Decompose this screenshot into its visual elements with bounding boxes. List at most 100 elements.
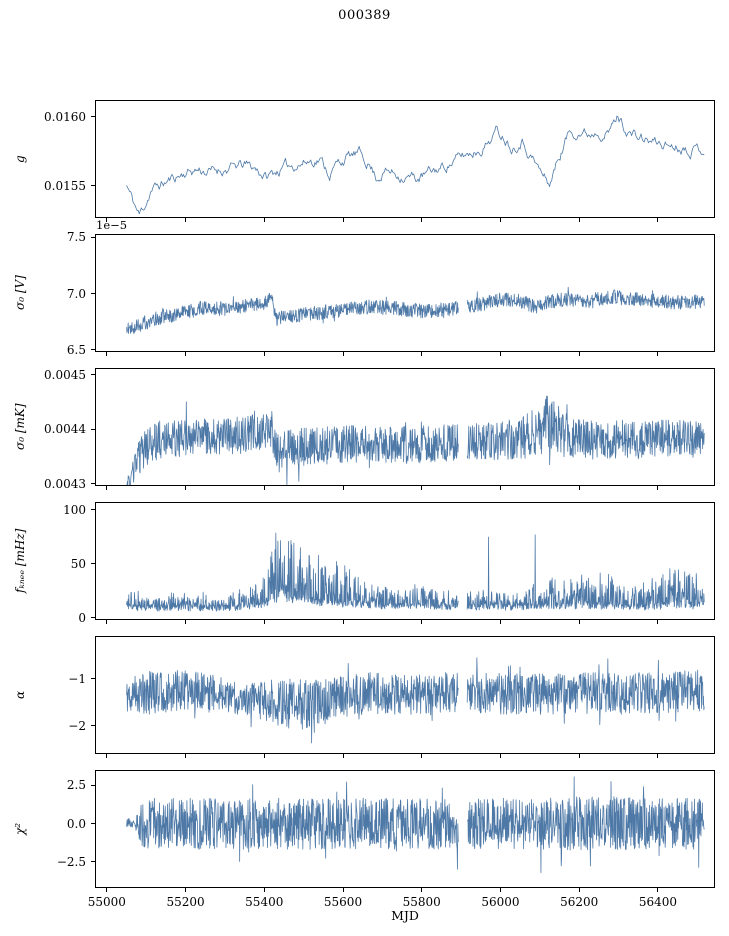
figure-title: 000389 <box>338 8 391 23</box>
x-tick-mark <box>185 620 187 624</box>
y-tick-label: 2.5 <box>66 778 86 793</box>
subplot-g: g 0.0155 0.0160 <box>0 100 729 222</box>
x-tick-mark <box>657 620 659 624</box>
x-tick-label: 55600 <box>323 895 363 909</box>
y-tick-label: 0.0160 <box>44 109 86 124</box>
y-tick-mark <box>91 617 95 619</box>
x-tick-mark <box>657 352 659 356</box>
axes-frame <box>95 636 715 754</box>
x-tick-mark <box>657 754 659 758</box>
x-tick-label: 55400 <box>245 895 284 909</box>
data-line <box>126 286 705 334</box>
x-tick-mark <box>499 620 501 624</box>
subplot-chi2: χ² −2.5 0.0 2.5 55000 55200 55400 55600 55800 56… <box>0 770 729 909</box>
subplot-sigma0-v: σ₀ [V] 6.5 7.0 7.5 1e−5 <box>0 218 729 357</box>
x-tick-mark <box>657 486 659 490</box>
y-tick-label: 100 <box>63 502 86 517</box>
y-tick-label: 0.0044 <box>44 422 86 437</box>
x-tick-mark <box>421 352 423 356</box>
y-tick-mark <box>91 509 95 511</box>
y-tick-mark <box>91 349 95 351</box>
y-tick-label: −2 <box>68 718 86 733</box>
x-tick-mark <box>263 352 265 356</box>
x-tick-mark <box>106 888 108 892</box>
x-tick-mark <box>342 218 344 222</box>
y-tick-mark <box>91 293 95 295</box>
x-tick-mark <box>185 754 187 758</box>
data-line <box>126 532 705 612</box>
x-tick-mark <box>106 620 108 624</box>
x-tick-mark <box>578 620 580 624</box>
x-axis-label: MJD <box>391 908 419 923</box>
y-tick-mark <box>91 428 95 430</box>
x-tick-label: 55200 <box>166 895 205 909</box>
y-tick-mark <box>91 823 95 825</box>
y-tick-label: 0 <box>78 610 86 625</box>
x-tick-mark <box>421 754 423 758</box>
x-tick-mark <box>578 486 580 490</box>
y-tick-label: −1 <box>68 671 86 686</box>
x-tick-mark <box>185 486 187 490</box>
y-tick-mark <box>91 483 95 485</box>
x-tick-mark <box>657 218 659 222</box>
x-tick-mark <box>185 352 187 356</box>
axes-frame <box>95 770 715 888</box>
x-tick-mark <box>499 754 501 758</box>
x-tick-mark <box>499 352 501 356</box>
x-tick-mark <box>106 754 108 758</box>
x-tick-label: 55800 <box>402 895 441 909</box>
x-tick-mark <box>263 218 265 222</box>
x-tick-mark <box>106 486 108 490</box>
y-tick-label: 6.5 <box>66 342 86 357</box>
y-axis-label-alpha: α <box>13 690 27 700</box>
x-tick-mark <box>578 218 580 222</box>
y-tick-label: 50 <box>70 556 86 571</box>
x-tick-mark <box>499 486 501 490</box>
x-tick-mark <box>421 486 423 490</box>
y-tick-mark <box>91 784 95 786</box>
y-tick-mark <box>91 725 95 727</box>
x-tick-label: 56000 <box>481 895 520 909</box>
y-tick-mark <box>91 185 95 187</box>
x-tick-mark <box>106 352 108 356</box>
data-line <box>126 115 705 215</box>
x-tick-mark <box>499 218 501 222</box>
x-tick-mark <box>342 888 344 892</box>
subplot-fknee: fₖₙₑₑ [mHz] 0 50 100 <box>0 502 729 625</box>
x-tick-label: 56400 <box>638 895 677 909</box>
axes-frame <box>95 100 715 218</box>
axes-frame <box>95 368 715 486</box>
x-tick-mark <box>185 888 187 892</box>
y-tick-label: −2.5 <box>56 854 86 869</box>
y-tick-mark <box>91 678 95 680</box>
x-tick-mark <box>657 888 659 892</box>
x-tick-mark <box>342 754 344 758</box>
x-tick-mark <box>421 620 423 624</box>
x-tick-mark <box>578 352 580 356</box>
x-tick-label: 56200 <box>560 895 599 909</box>
subplot-alpha: α −2 −1 <box>0 636 729 758</box>
x-tick-mark <box>578 888 580 892</box>
y-tick-mark <box>91 236 95 238</box>
x-tick-mark <box>421 888 423 892</box>
y-tick-label: 7.5 <box>66 230 86 245</box>
y-tick-mark <box>91 563 95 565</box>
x-tick-mark <box>578 754 580 758</box>
x-tick-mark <box>185 218 187 222</box>
x-tick-mark <box>106 218 108 222</box>
subplot-sigma0-mk: σ₀ [mK] 0.0043 0.0044 0.0045 <box>0 368 729 491</box>
data-line <box>126 776 705 874</box>
y-tick-label: 0.0 <box>66 816 86 831</box>
axes-frame <box>95 234 715 352</box>
axes-frame <box>95 502 715 620</box>
x-tick-mark <box>263 754 265 758</box>
y-axis-offset-text: 1e−5 <box>96 218 128 232</box>
y-tick-mark <box>91 116 95 118</box>
x-tick-mark <box>263 888 265 892</box>
data-line <box>126 657 705 744</box>
y-tick-label: 0.0155 <box>44 178 86 193</box>
x-tick-mark <box>342 620 344 624</box>
y-tick-mark <box>91 374 95 376</box>
y-tick-mark <box>91 861 95 863</box>
